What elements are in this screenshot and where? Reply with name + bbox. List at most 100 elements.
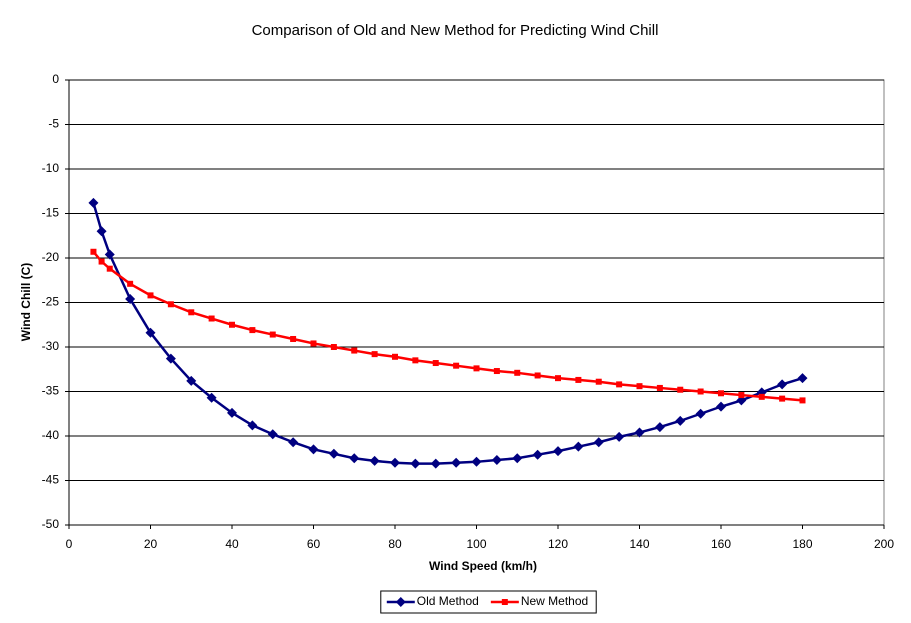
marker [514, 369, 521, 376]
marker [328, 448, 339, 459]
marker [165, 353, 176, 364]
marker [147, 292, 154, 299]
legend-label: New Method [521, 594, 588, 608]
marker [595, 378, 602, 385]
marker [654, 422, 665, 433]
y-tick-label: -40 [42, 428, 60, 442]
x-tick-label: 20 [144, 537, 158, 551]
legend: Old Method New Method [380, 590, 597, 614]
marker [491, 455, 502, 466]
marker [351, 347, 358, 354]
marker [453, 362, 460, 369]
y-tick-label: -5 [48, 117, 59, 131]
y-tick-label: -30 [42, 339, 60, 353]
x-tick-label: 60 [307, 537, 321, 551]
marker [553, 446, 563, 457]
legend-marker [501, 599, 508, 605]
marker [799, 397, 806, 404]
marker [614, 431, 625, 442]
x-tick-label: 200 [874, 537, 894, 551]
x-axis-label: Wind Speed (km/h) [429, 559, 537, 573]
y-tick-label: -15 [42, 206, 60, 220]
y-tick-label: -35 [42, 384, 60, 398]
marker [249, 327, 256, 334]
marker [616, 381, 623, 388]
marker [125, 293, 136, 304]
legend-label: Old Method [417, 594, 479, 608]
y-tick-label: -20 [42, 250, 60, 264]
marker [512, 453, 523, 464]
y-tick-label: -25 [42, 295, 60, 309]
x-tick-label: 100 [466, 537, 486, 551]
x-tick-label: 80 [388, 537, 402, 551]
marker [267, 429, 278, 440]
marker [573, 441, 584, 452]
marker [310, 340, 317, 347]
x-tick-label: 120 [548, 537, 568, 551]
marker [90, 248, 97, 255]
marker [656, 384, 663, 391]
marker [593, 437, 604, 448]
marker [88, 197, 99, 208]
marker [106, 265, 113, 272]
marker [716, 401, 726, 412]
marker [777, 379, 788, 390]
marker [229, 321, 235, 328]
marker [127, 280, 134, 287]
marker [186, 375, 197, 386]
y-tick-label: -45 [42, 473, 60, 487]
x-tick-label: 0 [66, 537, 73, 551]
marker [392, 353, 398, 360]
marker [534, 372, 541, 379]
marker [104, 249, 115, 260]
marker [349, 453, 360, 464]
y-axis-label: Wind Chill (C) [19, 263, 33, 342]
legend-item: New Method [490, 594, 588, 608]
legend-item: Old Method [386, 594, 479, 608]
marker [247, 420, 258, 431]
y-tick-label: -10 [42, 161, 60, 175]
marker [330, 344, 337, 350]
marker [412, 357, 419, 364]
marker [371, 351, 378, 358]
marker [779, 395, 786, 402]
marker [430, 458, 441, 469]
marker [675, 415, 686, 426]
x-tick-label: 140 [629, 537, 649, 551]
marker [167, 301, 174, 308]
marker [718, 390, 724, 397]
marker [288, 437, 299, 448]
marker [493, 368, 500, 375]
marker [473, 365, 480, 372]
marker [432, 360, 439, 367]
marker [206, 392, 217, 403]
marker [188, 309, 195, 316]
marker [290, 335, 297, 342]
x-tick-label: 40 [225, 537, 239, 551]
y-tick-label: 0 [52, 72, 59, 86]
marker [471, 456, 482, 467]
marker [410, 458, 421, 469]
marker [532, 449, 543, 460]
marker [575, 376, 582, 383]
marker [308, 444, 319, 455]
marker [227, 407, 237, 418]
marker [636, 383, 643, 390]
marker [555, 375, 561, 382]
marker [96, 226, 107, 237]
legend-box [380, 590, 597, 614]
y-tick-label: -50 [42, 517, 60, 531]
marker [269, 331, 276, 338]
marker [695, 408, 706, 419]
marker [451, 457, 462, 468]
marker [758, 393, 765, 400]
marker [390, 457, 400, 468]
marker [634, 427, 645, 438]
marker [369, 455, 380, 466]
legend-marker [395, 597, 406, 607]
marker [697, 388, 704, 395]
marker [738, 392, 745, 399]
marker [145, 327, 156, 338]
marker [208, 315, 215, 322]
